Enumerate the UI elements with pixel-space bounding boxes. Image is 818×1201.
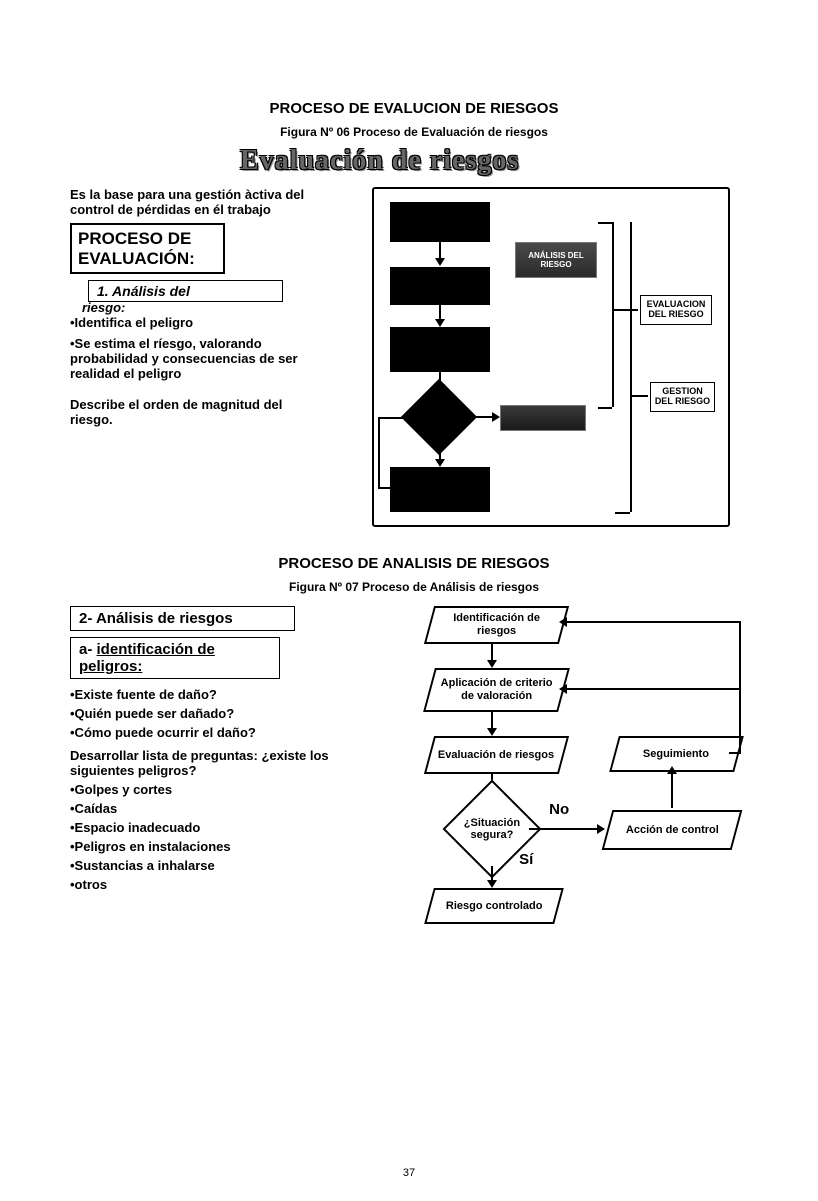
intro-text: Es la base para una gestión àctiva del c… <box>70 187 320 217</box>
item-espacio: •Espacio inadecuado <box>70 820 359 835</box>
figure-caption-1: Figura Nº 06 Proceso de Evaluación de ri… <box>70 125 758 139</box>
figure-caption-2: Figura Nº 07 Proceso de Análisis de ries… <box>70 580 758 594</box>
flow-box-4 <box>390 467 490 512</box>
label-no: No <box>549 801 569 818</box>
node-accion-label: Acción de control <box>626 824 719 837</box>
node-accion: Acción de control <box>602 810 743 850</box>
feedback-h <box>378 487 392 489</box>
arrowhead-4 <box>435 459 445 467</box>
label-ges-l2: DEL RIESGO <box>654 397 711 407</box>
bracket-b1 <box>598 407 612 409</box>
item-otros: •otros <box>70 877 359 892</box>
arrowhead-si <box>487 880 497 888</box>
bracket-v2 <box>630 222 632 512</box>
arrow-no <box>529 828 599 830</box>
feedback-v <box>378 417 380 489</box>
feedback-top-arrow <box>559 617 567 627</box>
arrowhead-2 <box>435 319 445 327</box>
bracket-b2 <box>615 512 630 514</box>
describe-text: Describe el orden de magnitud del riesgo… <box>70 397 320 427</box>
label-si: Sí <box>519 851 533 868</box>
flow-box-3 <box>390 327 490 372</box>
sub-analysis-box: ANÁLISIS DEL RIESGO <box>515 242 597 278</box>
stylized-heading: Evaluación de riesgos <box>240 145 758 177</box>
process-title-box: PROCESO DE EVALUACIÓN: <box>70 223 225 274</box>
bracket-arm1 <box>612 309 638 311</box>
feedback-mid-h <box>565 688 741 690</box>
node-evaluacion-label: Evaluación de riesgos <box>439 749 555 762</box>
bracket-t1 <box>598 222 612 224</box>
arrowhead-n2 <box>487 728 497 736</box>
proc-l1: PROCESO DE <box>78 229 217 249</box>
flow-box-1 <box>390 202 490 242</box>
label-eval-l2: DEL RIESGO <box>644 310 708 320</box>
sub-valuation-box <box>500 405 586 431</box>
arrowhead-n1 <box>487 660 497 668</box>
section-title-1: PROCESO DE EVALUCION DE RIESGOS <box>70 100 758 117</box>
arrowhead-no <box>597 824 605 834</box>
feedback-mid-arrow <box>559 684 567 694</box>
node-controlado: Riesgo controlado <box>424 888 564 924</box>
feedback-right-h1 <box>729 752 741 754</box>
flowchart-evaluation: ANÁLISIS DEL RIESGO EVALUACION DEL RIESG… <box>330 187 740 547</box>
page-number: 37 <box>0 1167 818 1179</box>
label-gestion: GESTION DEL RIESGO <box>650 382 715 412</box>
q-fuente: •Existe fuente de daño? <box>70 687 359 702</box>
section-title-2: PROCESO DE ANALISIS DE RIESGOS <box>70 555 758 572</box>
step-1-box: 1. Análisis del <box>88 280 283 302</box>
riesgo-label: riesgo: <box>82 300 320 315</box>
item-caidas: •Caídas <box>70 801 359 816</box>
sub-analysis-label: ANÁLISIS DEL RIESGO <box>518 251 594 269</box>
bullet-identifica: •Identifica el peligro <box>70 315 320 330</box>
proc-l2: EVALUACIÓN: <box>78 249 217 269</box>
bullet-estima: •Se estima el ríesgo, valorando probabil… <box>70 336 320 381</box>
arrowhead-1 <box>435 258 445 266</box>
node-identificacion-label: Identificación de riesgos <box>437 612 556 637</box>
bracket-arm2 <box>630 395 648 397</box>
dev-question: Desarrollar lista de preguntas: ¿existe … <box>70 748 359 778</box>
arrowhead-up-seg <box>667 766 677 774</box>
box-analysis: 2- Análisis de riesgos <box>70 606 295 631</box>
flow-box-2 <box>390 267 490 305</box>
left-text-block-1: Es la base para una gestión àctiva del c… <box>70 187 320 433</box>
arrowhead-dr <box>492 412 500 422</box>
node-controlado-label: Riesgo controlado <box>446 900 543 913</box>
arrow-seg-down-gap <box>671 772 673 808</box>
box-id-prefix: a- <box>79 641 97 658</box>
q-como: •Cómo puede ocurrir el daño? <box>70 725 359 740</box>
label-evaluacion: EVALUACION DEL RIESGO <box>640 295 712 325</box>
arrow-diamond-right <box>470 416 494 418</box>
item-sustancias: •Sustancias a inhalarse <box>70 858 359 873</box>
node-identificacion: Identificación de riesgos <box>424 606 569 644</box>
node-seguimiento-label: Seguimiento <box>644 748 710 761</box>
flowchart-analysis: Identificación de riesgos Aplicación de … <box>379 606 758 926</box>
item-instalaciones: •Peligros en instalaciones <box>70 839 359 854</box>
feedback-h2 <box>378 417 410 419</box>
node-decision-label: ¿Situación segura? <box>459 817 525 841</box>
q-quien: •Quién puede ser dañado? <box>70 706 359 721</box>
node-aplicacion: Aplicación de criterio de valoración <box>423 668 570 712</box>
node-aplicacion-label: Aplicación de criterio de valoración <box>437 677 556 702</box>
box-id-underline: identificación de peligros: <box>79 641 215 675</box>
bracket-v1 <box>612 222 614 407</box>
feedback-top-h <box>565 621 741 623</box>
item-golpes: •Golpes y cortes <box>70 782 359 797</box>
left-text-block-2: 2- Análisis de riesgos a- identificación… <box>70 606 359 896</box>
box-identification: a- identificación de peligros: <box>70 637 280 679</box>
node-evaluacion: Evaluación de riesgos <box>424 736 569 774</box>
